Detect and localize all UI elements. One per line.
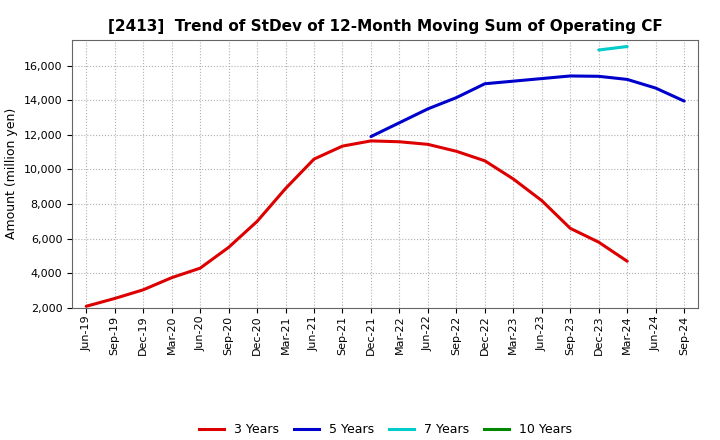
Legend: 3 Years, 5 Years, 7 Years, 10 Years: 3 Years, 5 Years, 7 Years, 10 Years bbox=[194, 418, 577, 440]
Title: [2413]  Trend of StDev of 12-Month Moving Sum of Operating CF: [2413] Trend of StDev of 12-Month Moving… bbox=[108, 19, 662, 34]
Y-axis label: Amount (million yen): Amount (million yen) bbox=[5, 108, 18, 239]
